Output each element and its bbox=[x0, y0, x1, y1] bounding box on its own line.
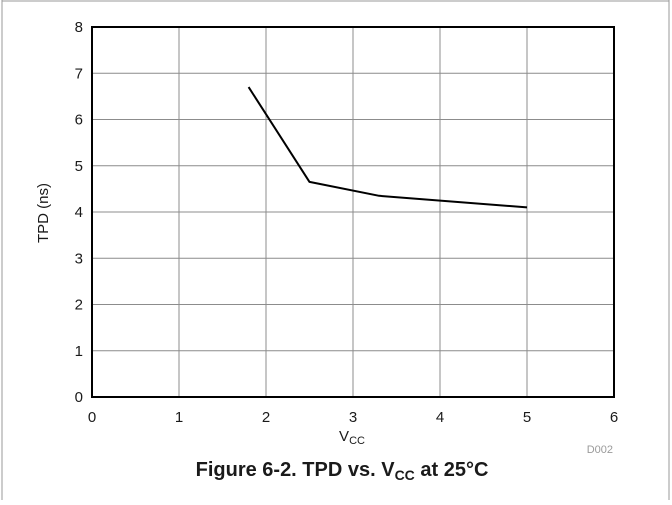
x-tick-label: 6 bbox=[610, 409, 618, 426]
y-tick-label: 7 bbox=[75, 65, 83, 82]
y-tick-label: 3 bbox=[75, 250, 83, 267]
grid bbox=[92, 27, 614, 397]
y-tick-label: 6 bbox=[75, 112, 83, 129]
caption-subscript: CC bbox=[395, 467, 415, 483]
y-tick-label: 8 bbox=[75, 19, 83, 36]
y-tick-label: 0 bbox=[75, 389, 83, 406]
caption-prefix: Figure 6-2. TPD vs. V bbox=[196, 459, 396, 481]
y-tick-labels: 0 1 2 3 4 5 6 7 8 bbox=[75, 19, 83, 406]
plot-area-frame bbox=[91, 26, 615, 398]
x-tick-label: 1 bbox=[175, 409, 183, 426]
x-tick-labels: 0 1 2 3 4 5 6 bbox=[88, 409, 618, 426]
figure-caption: Figure 6-2. TPD vs. VCC at 25°C bbox=[196, 459, 489, 483]
x-axis-title-main: V bbox=[339, 428, 349, 445]
figure-id: D002 bbox=[587, 444, 613, 456]
y-axis-title: TPD (ns) bbox=[35, 183, 52, 243]
x-tick-label: 4 bbox=[436, 409, 444, 426]
y-tick-label: 5 bbox=[75, 158, 83, 175]
x-tick-label: 3 bbox=[349, 409, 357, 426]
y-tick-label: 2 bbox=[75, 297, 83, 314]
x-tick-label: 0 bbox=[88, 409, 96, 426]
x-tick-label: 5 bbox=[523, 409, 531, 426]
x-tick-label: 2 bbox=[262, 409, 270, 426]
series-layer bbox=[247, 86, 528, 209]
x-axis-title-subscript: CC bbox=[349, 435, 365, 447]
y-tick-label: 1 bbox=[75, 343, 83, 360]
x-axis-title: VCC bbox=[339, 428, 365, 447]
y-tick-label: 4 bbox=[75, 204, 83, 221]
caption-suffix: at 25°C bbox=[415, 459, 489, 481]
series-line bbox=[247, 86, 528, 209]
